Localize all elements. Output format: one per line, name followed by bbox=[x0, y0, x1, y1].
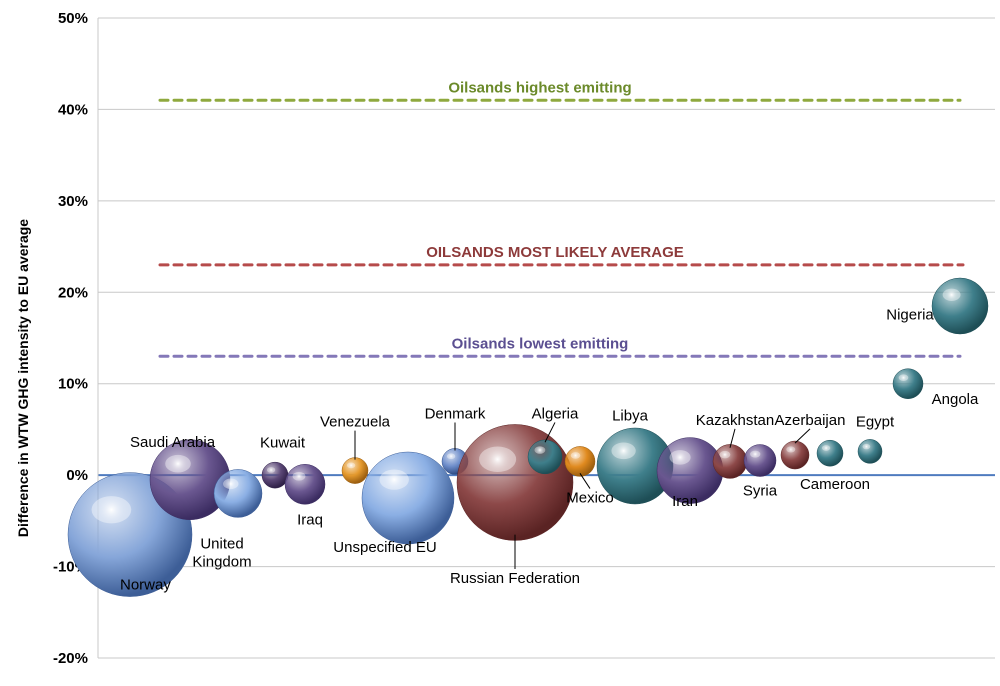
bubble-highlight bbox=[267, 467, 275, 473]
bubble-label: Cameroon bbox=[800, 476, 870, 493]
bubble-highlight bbox=[719, 451, 730, 458]
bubble-mexico bbox=[565, 446, 595, 476]
bubble-label: Azerbaijan bbox=[775, 412, 846, 429]
bubble-kuwait bbox=[262, 462, 288, 488]
bubble bbox=[565, 446, 595, 476]
bubble-azerbaijan bbox=[781, 441, 809, 469]
y-axis-title: Difference in WTW GHG intensity to EU av… bbox=[15, 219, 31, 537]
bubble-highlight bbox=[347, 463, 355, 469]
bubble bbox=[817, 440, 843, 466]
bubble-highlight bbox=[863, 444, 871, 449]
bubble-highlight bbox=[379, 469, 408, 489]
bubble bbox=[362, 452, 454, 544]
bubble bbox=[528, 440, 562, 474]
y-tick-label: 30% bbox=[58, 193, 88, 210]
y-tick-label: 0% bbox=[66, 467, 88, 484]
bubble-label: Iraq bbox=[297, 512, 323, 529]
y-tick-label: -20% bbox=[53, 650, 88, 667]
bubble-label: Egypt bbox=[856, 414, 895, 431]
bubble-label: Kazakhstan bbox=[696, 412, 774, 429]
bubble-label: Syria bbox=[743, 482, 778, 499]
bubble-highlight bbox=[571, 452, 581, 459]
y-tick-label: 10% bbox=[58, 376, 88, 393]
bubble bbox=[457, 424, 573, 540]
bubble bbox=[744, 445, 776, 477]
bubble-label: Mexico bbox=[566, 490, 614, 507]
bubble bbox=[858, 439, 882, 463]
bubble-highlight bbox=[479, 446, 516, 472]
bubble-united-kingdom bbox=[214, 469, 262, 517]
bubble bbox=[214, 469, 262, 517]
y-tick-label: 20% bbox=[58, 284, 88, 301]
bubble-label: Kuwait bbox=[260, 435, 306, 452]
bubble-label: Nigeria bbox=[886, 307, 934, 324]
reference-line-label: OILSANDS MOST LIKELY AVERAGE bbox=[426, 244, 684, 261]
bubble-highlight bbox=[822, 445, 830, 451]
bubble-venezuela bbox=[342, 458, 368, 484]
bubble-angola bbox=[893, 369, 923, 399]
bubble bbox=[342, 458, 368, 484]
bubble bbox=[262, 462, 288, 488]
bubble bbox=[713, 444, 747, 478]
bubble bbox=[285, 464, 325, 504]
y-tick-label: 40% bbox=[58, 101, 88, 118]
bubble-label: Venezuela bbox=[320, 414, 391, 431]
bubble-label: Saudi Arabia bbox=[130, 434, 216, 451]
bubble-russian-federation bbox=[457, 424, 573, 540]
bubble bbox=[932, 278, 988, 334]
bubble-syria bbox=[744, 445, 776, 477]
bubble-iraq bbox=[285, 464, 325, 504]
reference-line-label: Oilsands lowest emitting bbox=[452, 335, 629, 352]
bubble-egypt bbox=[858, 439, 882, 463]
bubble-unspecified-eu bbox=[362, 452, 454, 544]
bubble-highlight bbox=[534, 446, 545, 453]
bubble-label: Norway bbox=[120, 576, 171, 593]
bubble-highlight bbox=[899, 374, 909, 381]
bubble-highlight bbox=[92, 496, 132, 523]
bubble-highlight bbox=[223, 479, 238, 490]
bubble-kazakhstan bbox=[713, 444, 747, 478]
bubble-saudi-arabia bbox=[150, 440, 230, 520]
bubble-algeria bbox=[528, 440, 562, 474]
bubble-highlight bbox=[611, 442, 635, 459]
bubble-highlight bbox=[670, 450, 691, 465]
bubble-highlight bbox=[943, 289, 961, 301]
bubble-highlight bbox=[750, 451, 760, 458]
bubble-highlight bbox=[293, 472, 306, 481]
y-tick-label: 50% bbox=[58, 10, 88, 27]
bubble-label: Unspecified EU bbox=[333, 539, 436, 556]
bubble-label: Denmark bbox=[425, 405, 486, 422]
bubble bbox=[781, 441, 809, 469]
bubble-label: UnitedKingdom bbox=[192, 535, 251, 570]
bubble bbox=[150, 440, 230, 520]
bubble-highlight bbox=[447, 453, 455, 459]
bubble-label: Angola bbox=[932, 391, 979, 408]
bubble-highlight bbox=[786, 446, 795, 452]
reference-line-label: Oilsands highest emitting bbox=[448, 79, 631, 96]
bubble-highlight bbox=[165, 455, 191, 473]
leader-line bbox=[795, 429, 810, 443]
ghg-bubble-chart: -20%-10%0%10%20%30%40%50%Difference in W… bbox=[0, 0, 1000, 686]
bubble-label: Russian Federation bbox=[450, 570, 580, 587]
bubble-label: Algeria bbox=[532, 405, 579, 422]
bubble-label: Libya bbox=[612, 407, 649, 424]
bubble-label: Iran bbox=[672, 493, 698, 510]
bubble bbox=[893, 369, 923, 399]
bubble-nigeria bbox=[932, 278, 988, 334]
bubble-cameroon bbox=[817, 440, 843, 466]
